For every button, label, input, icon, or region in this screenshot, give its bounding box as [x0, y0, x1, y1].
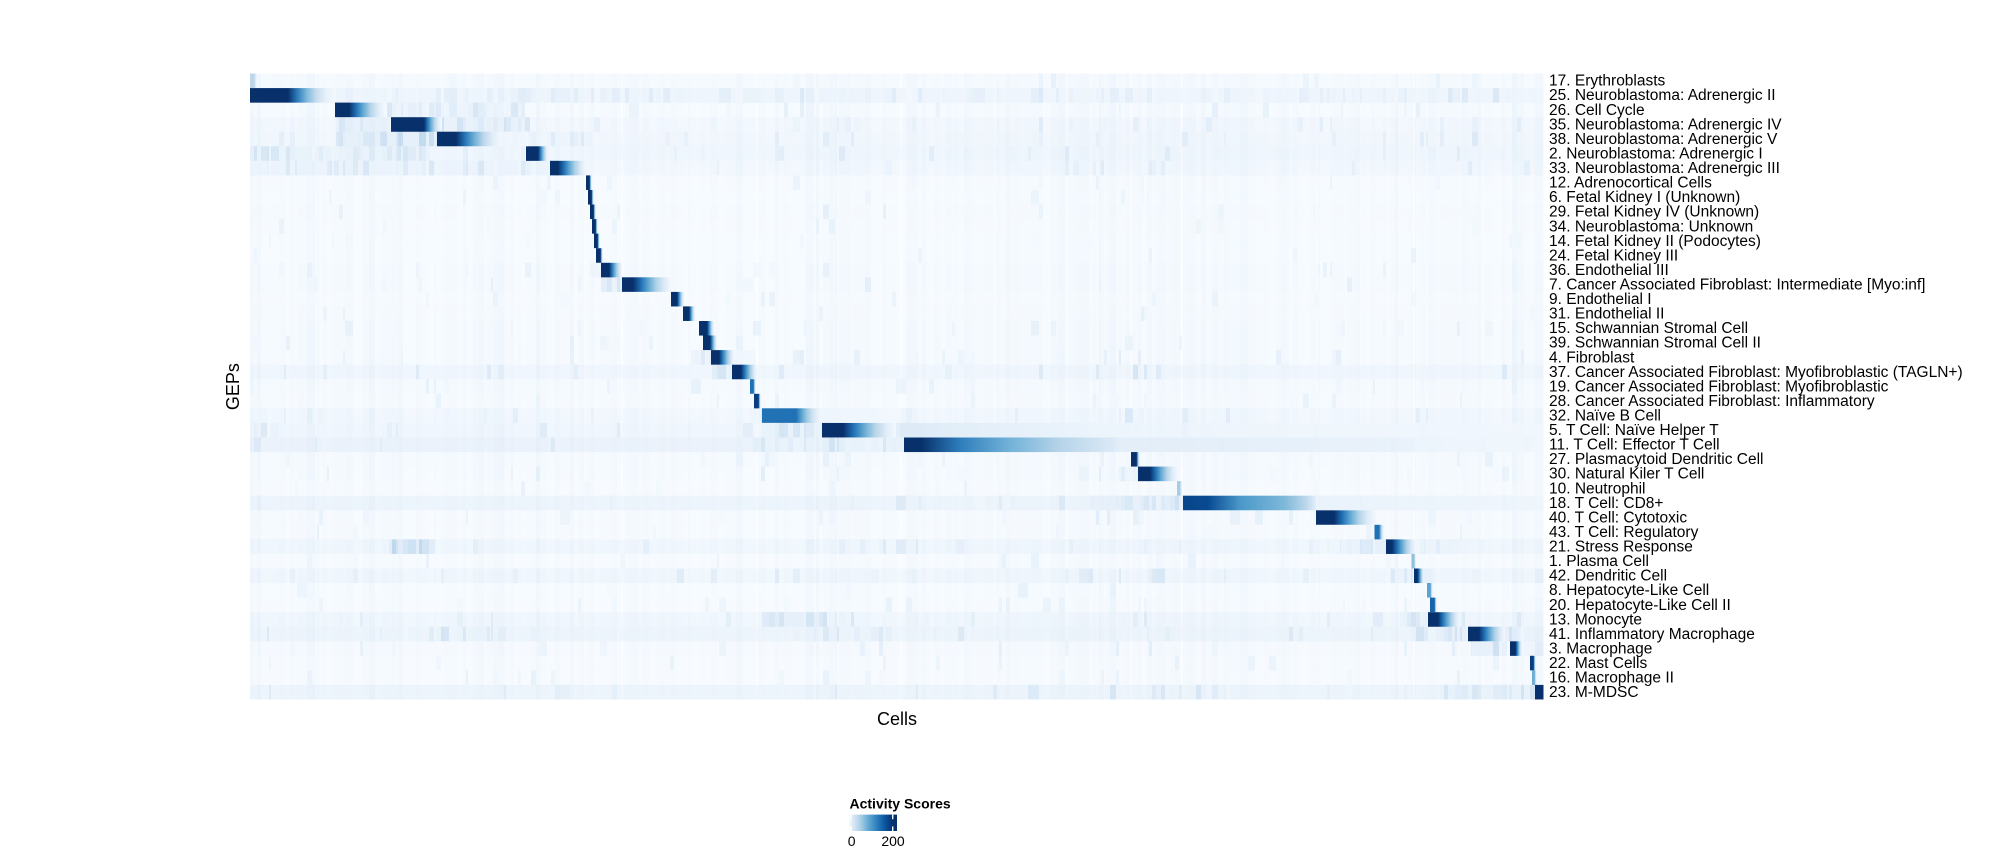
svg-text:32. Naïve B Cell: 32. Naïve B Cell	[1549, 408, 1661, 425]
svg-text:40. T Cell: Cytotoxic: 40. T Cell: Cytotoxic	[1549, 509, 1687, 526]
svg-text:35. Neuroblastoma: Adrenergic: 35. Neuroblastoma: Adrenergic IV	[1549, 116, 1782, 133]
svg-text:3. Macrophage: 3. Macrophage	[1549, 640, 1652, 657]
svg-text:GEPs: GEPs	[223, 363, 243, 410]
svg-text:6. Fetal Kidney I (Unknown): 6. Fetal Kidney I (Unknown)	[1549, 189, 1740, 206]
svg-text:28. Cancer Associated Fibrobla: 28. Cancer Associated Fibroblast: Inflam…	[1549, 393, 1875, 410]
svg-text:26. Cell Cycle: 26. Cell Cycle	[1549, 102, 1645, 119]
svg-text:11. T Cell: Effector T Cell: 11. T Cell: Effector T Cell	[1549, 437, 1720, 454]
svg-text:200: 200	[881, 833, 905, 849]
svg-text:Activity Scores: Activity Scores	[850, 796, 951, 812]
svg-text:Cells: Cells	[877, 709, 917, 729]
svg-text:2. Neuroblastoma: Adrenergic I: 2. Neuroblastoma: Adrenergic I	[1549, 146, 1763, 163]
svg-text:16. Macrophage II: 16. Macrophage II	[1549, 670, 1674, 687]
svg-text:31. Endothelial II: 31. Endothelial II	[1549, 306, 1664, 323]
svg-text:33. Neuroblastoma: Adrenergic: 33. Neuroblastoma: Adrenergic III	[1549, 160, 1780, 177]
svg-text:17. Erythroblasts: 17. Erythroblasts	[1549, 73, 1666, 90]
svg-text:4. Fibroblast: 4. Fibroblast	[1549, 349, 1635, 366]
svg-text:43. T Cell: Regulatory: 43. T Cell: Regulatory	[1549, 524, 1699, 541]
svg-text:25. Neuroblastoma: Adrenergic: 25. Neuroblastoma: Adrenergic II	[1549, 87, 1776, 104]
svg-text:41. Inflammatory Macrophage: 41. Inflammatory Macrophage	[1549, 626, 1755, 643]
svg-text:19. Cancer Associated Fibrobla: 19. Cancer Associated Fibroblast: Myofib…	[1549, 378, 1889, 395]
svg-text:38. Neuroblastoma: Adrenergic: 38. Neuroblastoma: Adrenergic V	[1549, 131, 1778, 148]
svg-text:23. M-MDSC: 23. M-MDSC	[1549, 684, 1639, 701]
svg-text:1. Plasma Cell: 1. Plasma Cell	[1549, 553, 1649, 570]
svg-text:37. Cancer Associated Fibrobla: 37. Cancer Associated Fibroblast: Myofib…	[1549, 364, 1963, 381]
svg-text:27. Plasmacytoid Dendritic Cel: 27. Plasmacytoid Dendritic Cell	[1549, 451, 1764, 468]
svg-text:30. Natural Kiler T Cell: 30. Natural Kiler T Cell	[1549, 466, 1704, 483]
svg-text:12. Adrenocortical Cells: 12. Adrenocortical Cells	[1549, 175, 1712, 192]
svg-text:5. T Cell: Naïve Helper T: 5. T Cell: Naïve Helper T	[1549, 422, 1719, 439]
svg-text:20. Hepatocyte-Like Cell II: 20. Hepatocyte-Like Cell II	[1549, 597, 1731, 614]
svg-text:7. Cancer Associated Fibroblas: 7. Cancer Associated Fibroblast: Interme…	[1549, 277, 1925, 294]
svg-text:13. Monocyte: 13. Monocyte	[1549, 611, 1642, 628]
svg-text:29. Fetal Kidney IV (Unknown): 29. Fetal Kidney IV (Unknown)	[1549, 204, 1759, 221]
svg-text:42. Dendritic Cell: 42. Dendritic Cell	[1549, 568, 1667, 585]
svg-text:8. Hepatocyte-Like Cell: 8. Hepatocyte-Like Cell	[1549, 582, 1709, 599]
svg-text:15. Schwannian Stromal Cell: 15. Schwannian Stromal Cell	[1549, 320, 1748, 337]
svg-text:18. T Cell: CD8+: 18. T Cell: CD8+	[1549, 495, 1663, 512]
svg-text:14. Fetal Kidney II (Podocytes: 14. Fetal Kidney II (Podocytes)	[1549, 233, 1761, 250]
svg-text:22. Mast Cells: 22. Mast Cells	[1549, 655, 1647, 672]
svg-text:24. Fetal Kidney III: 24. Fetal Kidney III	[1549, 247, 1678, 264]
svg-text:10. Neutrophil: 10. Neutrophil	[1549, 480, 1646, 497]
svg-text:9. Endothelial I: 9. Endothelial I	[1549, 291, 1652, 308]
svg-text:34. Neuroblastoma: Unknown: 34. Neuroblastoma: Unknown	[1549, 218, 1753, 235]
svg-text:0: 0	[848, 833, 856, 849]
svg-text:21. Stress Response: 21. Stress Response	[1549, 539, 1693, 556]
svg-text:36. Endothelial III: 36. Endothelial III	[1549, 262, 1669, 279]
svg-text:39. Schwannian Stromal Cell II: 39. Schwannian Stromal Cell II	[1549, 335, 1761, 352]
